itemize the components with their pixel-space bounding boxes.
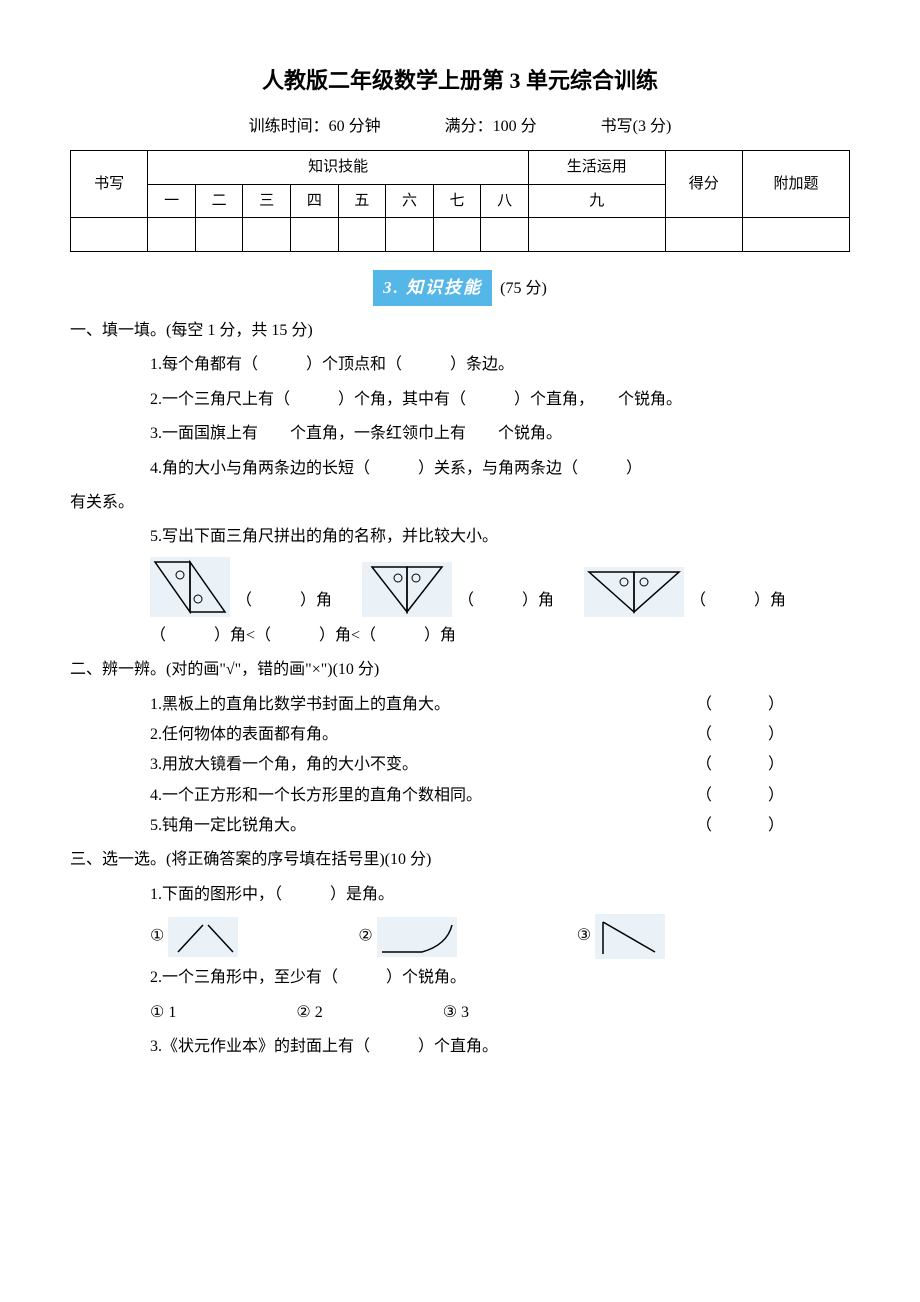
blank-cell[interactable] <box>338 218 386 252</box>
s2-q3-row: 3.用放大镜看一个角，角的大小不变。 （ ） <box>70 750 850 780</box>
s2-q5-row: 5.钝角一定比锐角大。 （ ） <box>70 811 850 841</box>
s3-q1-options: ① ② ③ <box>70 914 850 959</box>
blank-cell[interactable] <box>243 218 291 252</box>
q2-opt3: ③ 3 <box>443 998 469 1028</box>
opt-1: ① <box>150 917 238 957</box>
time-text: 训练时间：60 分钟 <box>249 112 381 142</box>
blank-cell[interactable] <box>528 218 665 252</box>
blank-cell[interactable] <box>665 218 742 252</box>
arc-shape-icon <box>377 917 457 957</box>
s2-q4: 4.一个正方形和一个长方形里的直角个数相同。 <box>150 781 482 811</box>
s3-head: 三、选一选。(将正确答案的序号填在括号里)(10 分) <box>70 845 850 875</box>
s2-q1-row: 1.黑板上的直角比数学书封面上的直角大。 （ ） <box>70 690 850 720</box>
tf-paren[interactable]: （ ） <box>696 750 786 780</box>
s1-q2: 2.一个三角尺上有（ ）个角，其中有（ ）个直角， 个锐角。 <box>70 385 850 415</box>
writing-text: 书写(3 分) <box>601 112 672 142</box>
s1-q5-compare: （ ）角<（ ）角<（ ）角 <box>70 621 850 651</box>
opt3-label: ③ <box>577 927 591 944</box>
s1-q5-figures: （ ）角 （ ）角 （ ）角 <box>70 557 850 617</box>
q5-fig-a: （ ）角 <box>150 557 332 617</box>
blank-cell[interactable] <box>742 218 849 252</box>
q2-opt1: ① 1 <box>150 998 176 1028</box>
s2-head: 二、辨一辨。(对的画"√"，错的画"×")(10 分) <box>70 655 850 685</box>
q5c-label: （ ）角 <box>690 586 786 616</box>
page-title: 人教版二年级数学上册第 3 单元综合训练 <box>70 60 850 102</box>
s1-q5: 5.写出下面三角尺拼出的角的名称，并比较大小。 <box>70 522 850 552</box>
col-score: 得分 <box>665 151 742 218</box>
col-7: 七 <box>433 184 481 218</box>
blank-cell[interactable] <box>481 218 529 252</box>
tf-paren[interactable]: （ ） <box>696 781 786 811</box>
col-writing: 书写 <box>71 151 148 218</box>
triangle-pair-b-icon <box>362 562 452 617</box>
s2-q4-row: 4.一个正方形和一个长方形里的直角个数相同。 （ ） <box>70 781 850 811</box>
blank-cell[interactable] <box>148 218 196 252</box>
opt1-label: ① <box>150 927 164 944</box>
col-5: 五 <box>338 184 386 218</box>
col-1: 一 <box>148 184 196 218</box>
s3-q2: 2.一个三角形中，至少有（ ）个锐角。 <box>70 963 850 993</box>
s3-q1: 1.下面的图形中，（ ）是角。 <box>70 880 850 910</box>
q5a-label: （ ）角 <box>236 586 332 616</box>
subtitle-row: 训练时间：60 分钟 满分：100 分 书写(3 分) <box>70 112 850 142</box>
s2-q3: 3.用放大镜看一个角，角的大小不变。 <box>150 750 418 780</box>
triangle-pair-a-icon <box>150 557 230 617</box>
q5-fig-b: （ ）角 <box>362 562 554 617</box>
col-6: 六 <box>386 184 434 218</box>
blank-cell[interactable] <box>195 218 243 252</box>
fullmark-text: 满分：100 分 <box>445 112 537 142</box>
opt-3: ③ <box>577 914 665 959</box>
tf-paren[interactable]: （ ） <box>696 690 786 720</box>
s2-q2-row: 2.任何物体的表面都有角。 （ ） <box>70 720 850 750</box>
s2-q2: 2.任何物体的表面都有角。 <box>150 720 338 750</box>
s3-q3: 3.《状元作业本》的封面上有（ ）个直角。 <box>70 1032 850 1062</box>
col-3: 三 <box>243 184 291 218</box>
opt-2: ② <box>358 917 456 957</box>
s2-q5: 5.钝角一定比锐角大。 <box>150 811 306 841</box>
blank-cell[interactable] <box>433 218 481 252</box>
badge-text: 知识技能 <box>406 278 482 297</box>
section-badge: 3. 知识技能 <box>373 270 492 306</box>
s1-q4: 4.角的大小与角两条边的长短（ ）关系，与角两条边（ ） <box>70 454 850 484</box>
col-bonus: 附加题 <box>742 151 849 218</box>
tf-paren[interactable]: （ ） <box>696 720 786 750</box>
q5-fig-c: （ ）角 <box>584 567 786 617</box>
blank-cell[interactable] <box>71 218 148 252</box>
s1-head: 一、填一填。(每空 1 分，共 15 分) <box>70 316 850 346</box>
col-2: 二 <box>195 184 243 218</box>
blank-cell[interactable] <box>291 218 339 252</box>
angle-vertex-icon <box>595 914 665 959</box>
s2-q1: 1.黑板上的直角比数学书封面上的直角大。 <box>150 690 450 720</box>
col-4: 四 <box>291 184 339 218</box>
s3-q2-options: ① 1 ② 2 ③ 3 <box>70 998 850 1028</box>
s1-q3: 3.一面国旗上有 个直角，一条红领巾上有 个锐角。 <box>70 419 850 449</box>
col-8: 八 <box>481 184 529 218</box>
section-points: (75 分) <box>500 280 547 297</box>
angle-open-icon <box>168 917 238 957</box>
badge-prefix: 3. <box>383 278 400 297</box>
opt2-label: ② <box>358 927 372 944</box>
triangle-pair-c-icon <box>584 567 684 617</box>
s1-q4b: 有关系。 <box>70 488 850 518</box>
col-9: 九 <box>528 184 665 218</box>
section-header: 3. 知识技能 (75 分) <box>70 270 850 306</box>
s1-q1: 1.每个角都有（ ）个顶点和（ ）条边。 <box>70 350 850 380</box>
q2-opt2: ② 2 <box>296 998 322 1028</box>
blank-cell[interactable] <box>386 218 434 252</box>
score-table: 书写 知识技能 生活运用 得分 附加题 一 二 三 四 五 六 七 八 九 <box>70 150 850 252</box>
q5b-label: （ ）角 <box>458 586 554 616</box>
col-life: 生活运用 <box>528 151 665 185</box>
col-skill: 知识技能 <box>148 151 529 185</box>
tf-paren[interactable]: （ ） <box>696 811 786 841</box>
